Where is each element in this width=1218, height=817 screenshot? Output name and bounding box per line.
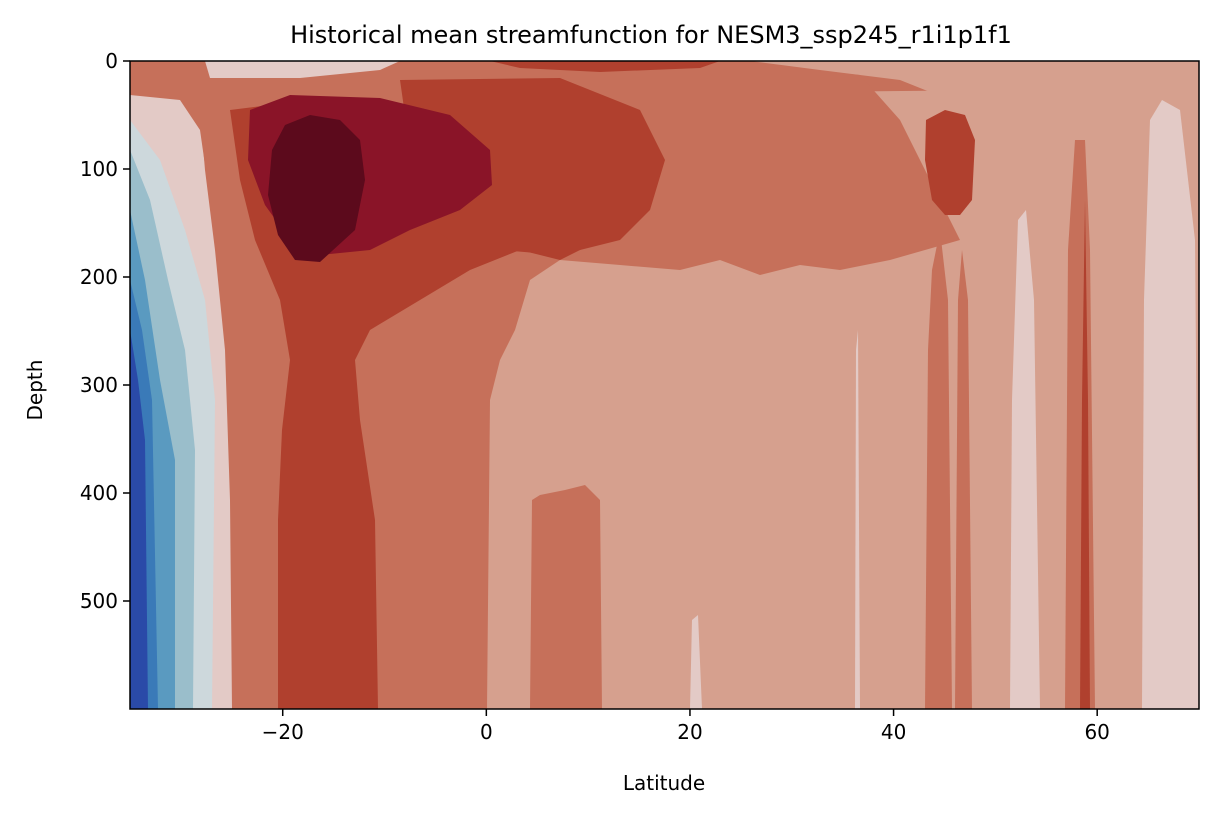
contour-right-stripe-2 xyxy=(1142,100,1199,709)
x-tick-label: −20 xyxy=(262,720,304,744)
y-tick-label: 400 xyxy=(80,481,118,505)
y-tick-label: 300 xyxy=(80,373,118,397)
x-tick-label: 0 xyxy=(480,720,493,744)
y-tick-label: 200 xyxy=(80,265,118,289)
plot-area xyxy=(130,61,1199,709)
x-tick-label: 40 xyxy=(881,720,906,744)
contour-stripe-b xyxy=(955,250,972,709)
contour-right-stripe-1 xyxy=(1010,210,1040,709)
contour-plume xyxy=(400,78,665,255)
x-axis: −20 0 20 40 60 xyxy=(262,709,1110,744)
contour-right-light xyxy=(750,61,1199,250)
contour-lower-stripe xyxy=(530,485,602,709)
contour-right-stripe-5 xyxy=(205,61,400,78)
y-tick-label: 0 xyxy=(105,49,118,73)
x-axis-title: Latitude xyxy=(623,771,705,795)
contour-stripe-a xyxy=(925,230,952,709)
chart-title: Historical mean streamfunction for NESM3… xyxy=(290,21,1012,49)
contour-surface-band xyxy=(490,61,720,72)
contour-midlat-band xyxy=(925,110,975,215)
x-tick-label: 60 xyxy=(1084,720,1109,744)
contour-right-stripe-3 xyxy=(690,615,702,709)
contour-left-blue4 xyxy=(130,330,148,709)
contour-right-stripe-4 xyxy=(855,330,860,709)
contour-stripe-dark xyxy=(1080,200,1090,709)
y-tick-label: 100 xyxy=(80,157,118,181)
contour-core xyxy=(268,115,365,262)
y-axis: 0 100 200 300 400 500 xyxy=(80,49,130,613)
y-tick-label: 500 xyxy=(80,589,118,613)
x-tick-label: 20 xyxy=(677,720,702,744)
y-axis-title: Depth xyxy=(23,360,47,421)
